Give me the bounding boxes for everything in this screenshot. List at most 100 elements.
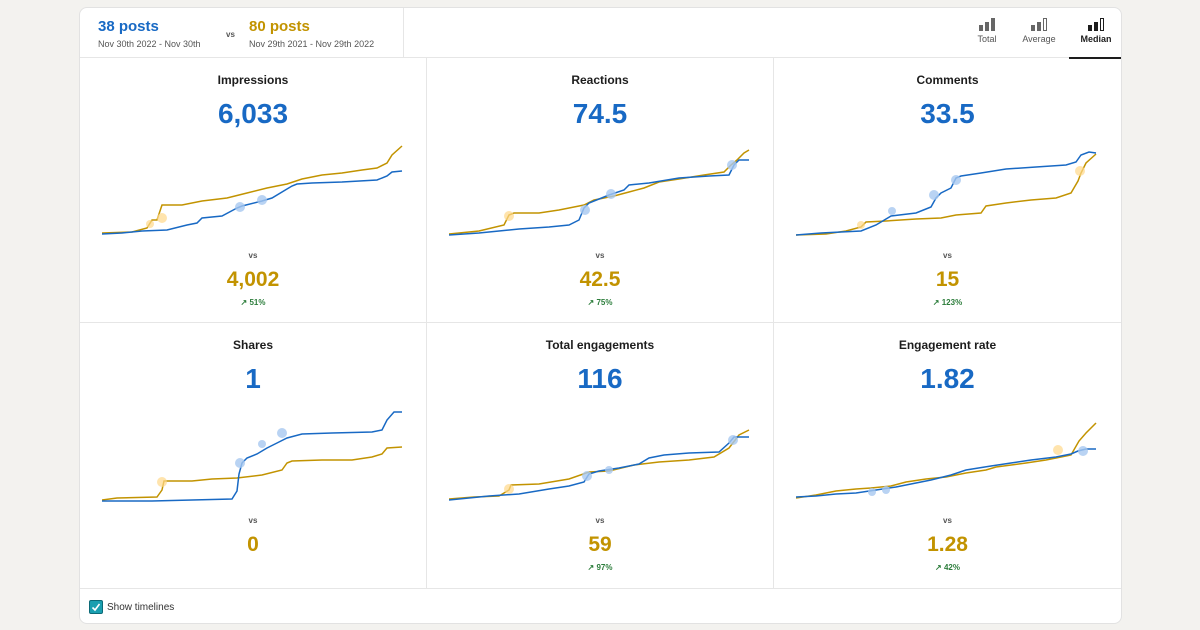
metric-value: 6,033 — [217, 98, 289, 129]
timeline-marker — [504, 211, 514, 221]
metric-title: Engagement rate — [898, 338, 997, 352]
metric-card-comments: Comments 33.5 vs 15 ↗ 123% — [774, 58, 1121, 323]
sparkline-chart — [796, 151, 1097, 236]
tab-total-label: Total — [977, 34, 997, 44]
current-post-count: 38 posts — [98, 18, 159, 35]
timeline-marker — [257, 195, 267, 205]
comparison-value: 42.5 — [579, 268, 621, 291]
metric-card-impressions: Impressions 6,033 vs 4,002 ↗ 51% — [80, 58, 427, 323]
change-percent: ↗ 42% — [935, 563, 960, 572]
timeline-marker — [868, 488, 876, 496]
previous-period: 80 posts Nov 29th 2021 - Nov 29th 2022 — [249, 18, 374, 49]
previous-post-count: 80 posts — [249, 18, 310, 35]
timeline-marker — [1078, 446, 1088, 456]
show-timelines-label: Show timelines — [107, 601, 175, 613]
timeline-marker — [580, 205, 590, 215]
change-percent: ↗ 51% — [240, 298, 266, 307]
timeline-marker — [727, 160, 737, 170]
timeline-marker — [929, 190, 939, 200]
timeline-marker — [157, 477, 167, 487]
metric-value: 33.5 — [920, 98, 975, 129]
metric-title: Impressions — [217, 73, 289, 87]
metric-value: 1 — [245, 363, 261, 394]
current-period-line — [102, 411, 402, 502]
tab-average[interactable]: Average — [1017, 8, 1061, 58]
timeline-marker — [1075, 166, 1085, 176]
checkmark-icon — [91, 603, 101, 612]
sparkline-chart — [449, 149, 750, 236]
tab-median[interactable]: Median — [1069, 8, 1121, 59]
tab-average-label: Average — [1022, 34, 1056, 44]
previous-period-line — [102, 145, 403, 234]
previous-period-line — [449, 429, 750, 500]
metric-card-engagement-rate: Engagement rate 1.82 vs 1.28 ↗ 42% — [774, 323, 1121, 588]
metrics-grid: Impressions 6,033 vs 4,002 ↗ 51% Reactio… — [80, 58, 1121, 588]
timeline-marker — [951, 175, 961, 185]
sparkline-chart — [102, 145, 403, 235]
metric-title: Shares — [232, 338, 274, 352]
previous-period-line — [102, 446, 403, 501]
timeline-marker — [606, 189, 616, 199]
timeline-marker — [582, 471, 592, 481]
vs-label: vs — [595, 516, 605, 525]
previous-period-line — [449, 149, 750, 235]
timeline-marker — [728, 435, 738, 445]
show-timelines-checkbox[interactable] — [89, 600, 103, 614]
timeline-marker — [888, 207, 896, 215]
timeline-marker — [157, 213, 167, 223]
current-period-line — [449, 159, 749, 236]
show-timelines-toggle[interactable]: Show timelines — [89, 600, 174, 614]
timeline-marker — [258, 440, 266, 448]
analytics-card: 38 posts Nov 30th 2022 - Nov 30th vs 80 … — [79, 7, 1122, 624]
metric-card-total-engagements: Total engagements 116 vs 59 ↗ 97% — [427, 323, 774, 588]
tab-median-label: Median — [1080, 34, 1112, 44]
current-period-line — [796, 151, 1097, 236]
change-percent: ↗ 97% — [587, 563, 613, 572]
metric-card-shares: Shares 1 vs 0 — [80, 323, 427, 588]
vs-label: vs — [943, 251, 952, 260]
divider — [403, 8, 404, 58]
metric-value: 74.5 — [572, 98, 628, 129]
comparison-value: 1.28 — [927, 533, 968, 556]
comparison-value: 59 — [588, 533, 612, 556]
vs-label: vs — [943, 516, 952, 525]
current-period-line — [449, 436, 749, 501]
metric-title: Comments — [916, 73, 979, 87]
bar-chart-average-icon — [1031, 18, 1047, 31]
change-percent: ↗ 75% — [587, 298, 613, 307]
timeline-marker — [235, 458, 245, 468]
comparison-header: 38 posts Nov 30th 2022 - Nov 30th vs 80 … — [80, 8, 1121, 59]
sparkline-chart — [102, 411, 403, 502]
comparison-value: 0 — [247, 533, 259, 556]
timeline-marker — [605, 466, 613, 474]
previous-period-line — [796, 422, 1097, 499]
metric-title: Reactions — [571, 73, 629, 87]
bar-chart-median-icon — [1088, 18, 1104, 31]
aggregation-mode-tabs: Total Average Median — [961, 8, 1121, 59]
timeline-marker — [235, 202, 245, 212]
footer: Show timelines — [80, 588, 1121, 623]
current-date-range: Nov 30th 2022 - Nov 30th — [98, 39, 201, 49]
current-period: 38 posts Nov 30th 2022 - Nov 30th — [98, 18, 201, 49]
metric-value: 1.82 — [920, 363, 975, 394]
vs-label: vs — [248, 251, 258, 260]
sparkline-chart — [796, 422, 1097, 499]
metric-title: Total engagements — [545, 338, 655, 352]
timeline-marker — [277, 428, 287, 438]
change-percent: ↗ 123% — [932, 298, 963, 307]
timeline-marker — [504, 484, 514, 494]
comparison-value: 15 — [935, 268, 960, 291]
vs-label: vs — [248, 516, 258, 525]
metric-value: 116 — [577, 363, 623, 394]
previous-date-range: Nov 29th 2021 - Nov 29th 2022 — [249, 39, 375, 49]
vs-label: vs — [595, 251, 605, 260]
timeline-marker — [146, 220, 154, 228]
sparkline-chart — [449, 429, 750, 501]
comparison-value: 4,002 — [226, 268, 280, 291]
current-period-line — [796, 448, 1096, 498]
bar-chart-total-icon — [979, 18, 995, 31]
timeline-marker — [1053, 445, 1063, 455]
tab-total[interactable]: Total — [965, 8, 1009, 58]
vs-label: vs — [226, 30, 235, 39]
metric-card-reactions: Reactions 74.5 vs 42.5 ↗ 75% — [427, 58, 774, 323]
